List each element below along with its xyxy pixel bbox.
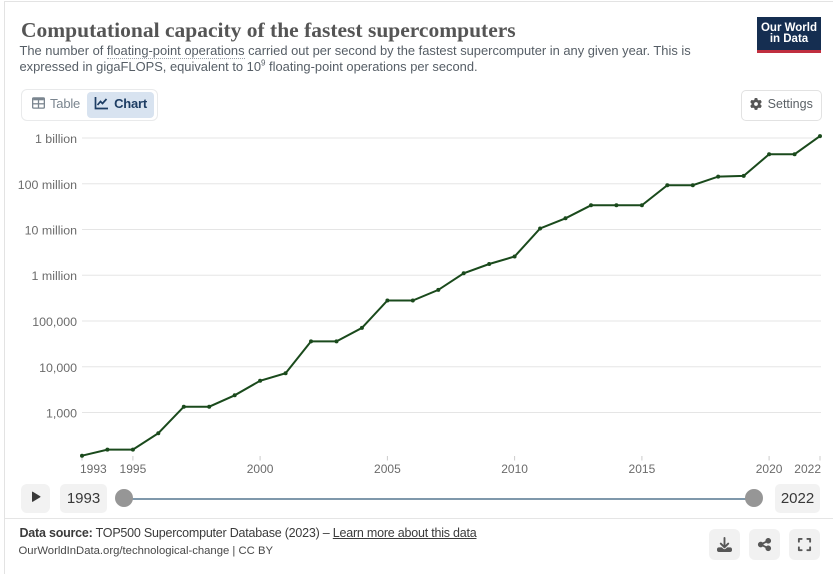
svg-text:100 million: 100 million [18, 178, 77, 192]
svg-text:1993: 1993 [80, 462, 107, 476]
svg-text:10 million: 10 million [25, 224, 77, 238]
svg-text:100,000: 100,000 [32, 315, 77, 329]
svg-text:1 million: 1 million [32, 269, 78, 283]
svg-text:2015: 2015 [629, 462, 656, 476]
svg-text:10,000: 10,000 [39, 361, 77, 375]
svg-text:1,000: 1,000 [46, 407, 77, 421]
svg-text:1995: 1995 [120, 462, 147, 476]
svg-text:2005: 2005 [374, 462, 401, 476]
svg-text:2022: 2022 [794, 462, 821, 476]
svg-text:2010: 2010 [501, 462, 528, 476]
svg-text:1 billion: 1 billion [35, 132, 77, 146]
svg-text:2000: 2000 [247, 462, 274, 476]
svg-text:2020: 2020 [756, 462, 783, 476]
